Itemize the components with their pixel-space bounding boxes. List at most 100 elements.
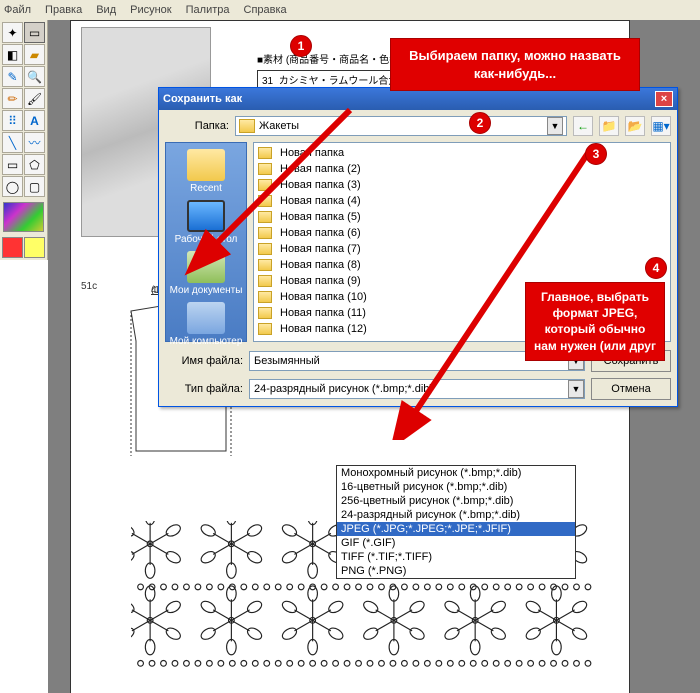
chevron-down-icon[interactable]: ▼ xyxy=(568,380,584,398)
text-tool[interactable]: A xyxy=(24,110,45,131)
picker-tool[interactable]: ✎ xyxy=(2,66,23,87)
freeform-select-tool[interactable]: ✦ xyxy=(2,22,23,43)
place-computer[interactable]: Мой компьютер xyxy=(168,302,244,347)
step-badge-2: 2 xyxy=(469,112,491,134)
list-item[interactable]: Новая папка (5) xyxy=(256,209,668,225)
close-icon[interactable]: × xyxy=(655,91,673,107)
folder-icon xyxy=(239,119,255,133)
palette-preview-icon xyxy=(3,202,44,232)
line-tool[interactable]: ╲ xyxy=(2,132,23,153)
menu-edit[interactable]: Правка xyxy=(45,4,82,16)
folder-icon xyxy=(258,307,272,319)
paint-toolbox: ✦ ▭ ◧ ▰ ✎ 🔍 ✏ 🖌 ⠿ A ╲ 〰 ▭ ⬠ ◯ ▢ xyxy=(0,20,48,260)
folder-icon xyxy=(258,147,272,159)
folder-name: Новая папка (10) xyxy=(280,291,367,303)
folder-name: Новая папка (5) xyxy=(280,211,361,223)
bg-color[interactable] xyxy=(24,237,45,258)
list-item[interactable]: Новая папка (8) xyxy=(256,257,668,273)
folder-name: Новая папка xyxy=(280,147,344,159)
step-badge-1: 1 xyxy=(290,35,312,57)
roundrect-tool[interactable]: ▢ xyxy=(24,176,45,197)
filetype-option[interactable]: GIF (*.GIF) xyxy=(337,536,575,550)
documents-icon xyxy=(187,251,225,283)
filetype-option[interactable]: 24-разрядный рисунок (*.bmp;*.dib) xyxy=(337,508,575,522)
lookin-value: Жакеты xyxy=(259,120,547,132)
recent-icon xyxy=(187,149,225,181)
filetype-dropdown[interactable]: Монохромный рисунок (*.bmp;*.dib)16-цвет… xyxy=(336,465,576,579)
diag-height: 51c xyxy=(81,281,97,292)
rect-tool[interactable]: ▭ xyxy=(2,154,23,175)
step-badge-4: 4 xyxy=(645,257,667,279)
new-folder-icon[interactable]: 📂 xyxy=(625,116,645,136)
folder-name: Новая папка (4) xyxy=(280,195,361,207)
filetype-value: 24-разрядный рисунок (*.bmp;*.dib) xyxy=(254,383,433,395)
folder-name: Новая папка (6) xyxy=(280,227,361,239)
cancel-button[interactable]: Отмена xyxy=(591,378,671,400)
folder-icon xyxy=(258,179,272,191)
rect-select-tool[interactable]: ▭ xyxy=(24,22,45,43)
menu-palette[interactable]: Палитра xyxy=(186,4,230,16)
menu-help[interactable]: Справка xyxy=(244,4,287,16)
app-menubar: Файл Правка Вид Рисунок Палитра Справка xyxy=(0,0,700,20)
fg-color[interactable] xyxy=(2,237,23,258)
filename-label: Имя файла: xyxy=(165,355,243,367)
folder-icon xyxy=(258,291,272,303)
folder-icon xyxy=(258,195,272,207)
list-item[interactable]: Новая папка (3) xyxy=(256,177,668,193)
place-recent[interactable]: Recent xyxy=(168,149,244,194)
folder-icon xyxy=(258,227,272,239)
menu-view[interactable]: Вид xyxy=(96,4,116,16)
filetype-option[interactable]: PNG (*.PNG) xyxy=(337,564,575,578)
chevron-down-icon[interactable]: ▼ xyxy=(547,117,563,135)
folder-icon xyxy=(258,243,272,255)
list-item[interactable]: Новая папка (6) xyxy=(256,225,668,241)
lookin-label: Папка: xyxy=(165,120,229,132)
callout-folder: Выбираем папку, можно назвать как-нибудь… xyxy=(390,38,640,91)
folder-name: Новая папка (8) xyxy=(280,259,361,271)
back-icon[interactable]: ← xyxy=(573,116,593,136)
lookin-combo[interactable]: Жакеты ▼ xyxy=(235,116,567,136)
filetype-option[interactable]: JPEG (*.JPG;*.JPEG;*.JPE;*.JFIF) xyxy=(337,522,575,536)
brush-tool[interactable]: 🖌 xyxy=(24,88,45,109)
list-item[interactable]: Новая папка (7) xyxy=(256,241,668,257)
folder-icon xyxy=(258,323,272,335)
view-menu-icon[interactable]: ▦▾ xyxy=(651,116,671,136)
filetype-option[interactable]: 16-цветный рисунок (*.bmp;*.dib) xyxy=(337,480,575,494)
list-item[interactable]: Новая папка (4) xyxy=(256,193,668,209)
dialog-titlebar[interactable]: Сохранить как × xyxy=(159,88,677,110)
filetype-label: Тип файла: xyxy=(165,383,243,395)
menu-file[interactable]: Файл xyxy=(4,4,31,16)
folder-name: Новая папка (2) xyxy=(280,163,361,175)
fill-tool[interactable]: ▰ xyxy=(24,44,45,65)
folder-icon xyxy=(258,211,272,223)
filetype-option[interactable]: Монохромный рисунок (*.bmp;*.dib) xyxy=(337,466,575,480)
filetype-option[interactable]: TIFF (*.TIF;*.TIFF) xyxy=(337,550,575,564)
eraser-tool[interactable]: ◧ xyxy=(2,44,23,65)
places-bar: Recent Рабочий стол Мои документы Мой ко… xyxy=(165,142,247,342)
folder-name: Новая папка (7) xyxy=(280,243,361,255)
dialog-title: Сохранить как xyxy=(163,93,242,105)
folder-icon xyxy=(258,163,272,175)
filetype-combo[interactable]: 24-разрядный рисунок (*.bmp;*.dib) ▼ xyxy=(249,379,585,399)
folder-name: Новая папка (9) xyxy=(280,275,361,287)
place-desktop[interactable]: Рабочий стол xyxy=(168,200,244,245)
poly-tool[interactable]: ⬠ xyxy=(24,154,45,175)
step-badge-3: 3 xyxy=(585,143,607,165)
up-folder-icon[interactable]: 📁 xyxy=(599,116,619,136)
folder-name: Новая папка (11) xyxy=(280,307,366,319)
zoom-tool[interactable]: 🔍 xyxy=(24,66,45,87)
pencil-tool[interactable]: ✏ xyxy=(2,88,23,109)
computer-icon xyxy=(187,302,225,334)
desktop-icon xyxy=(187,200,225,232)
curve-tool[interactable]: 〰 xyxy=(24,132,45,153)
folder-icon xyxy=(258,275,272,287)
spray-tool[interactable]: ⠿ xyxy=(2,110,23,131)
folder-name: Новая папка (3) xyxy=(280,179,361,191)
folder-name: Новая папка (12) xyxy=(280,323,367,335)
menu-image[interactable]: Рисунок xyxy=(130,4,172,16)
ellipse-tool[interactable]: ◯ xyxy=(2,176,23,197)
list-item[interactable]: Новая папка (2) xyxy=(256,161,668,177)
filetype-option[interactable]: 256-цветный рисунок (*.bmp;*.dib) xyxy=(337,494,575,508)
place-documents[interactable]: Мои документы xyxy=(168,251,244,296)
folder-icon xyxy=(258,259,272,271)
